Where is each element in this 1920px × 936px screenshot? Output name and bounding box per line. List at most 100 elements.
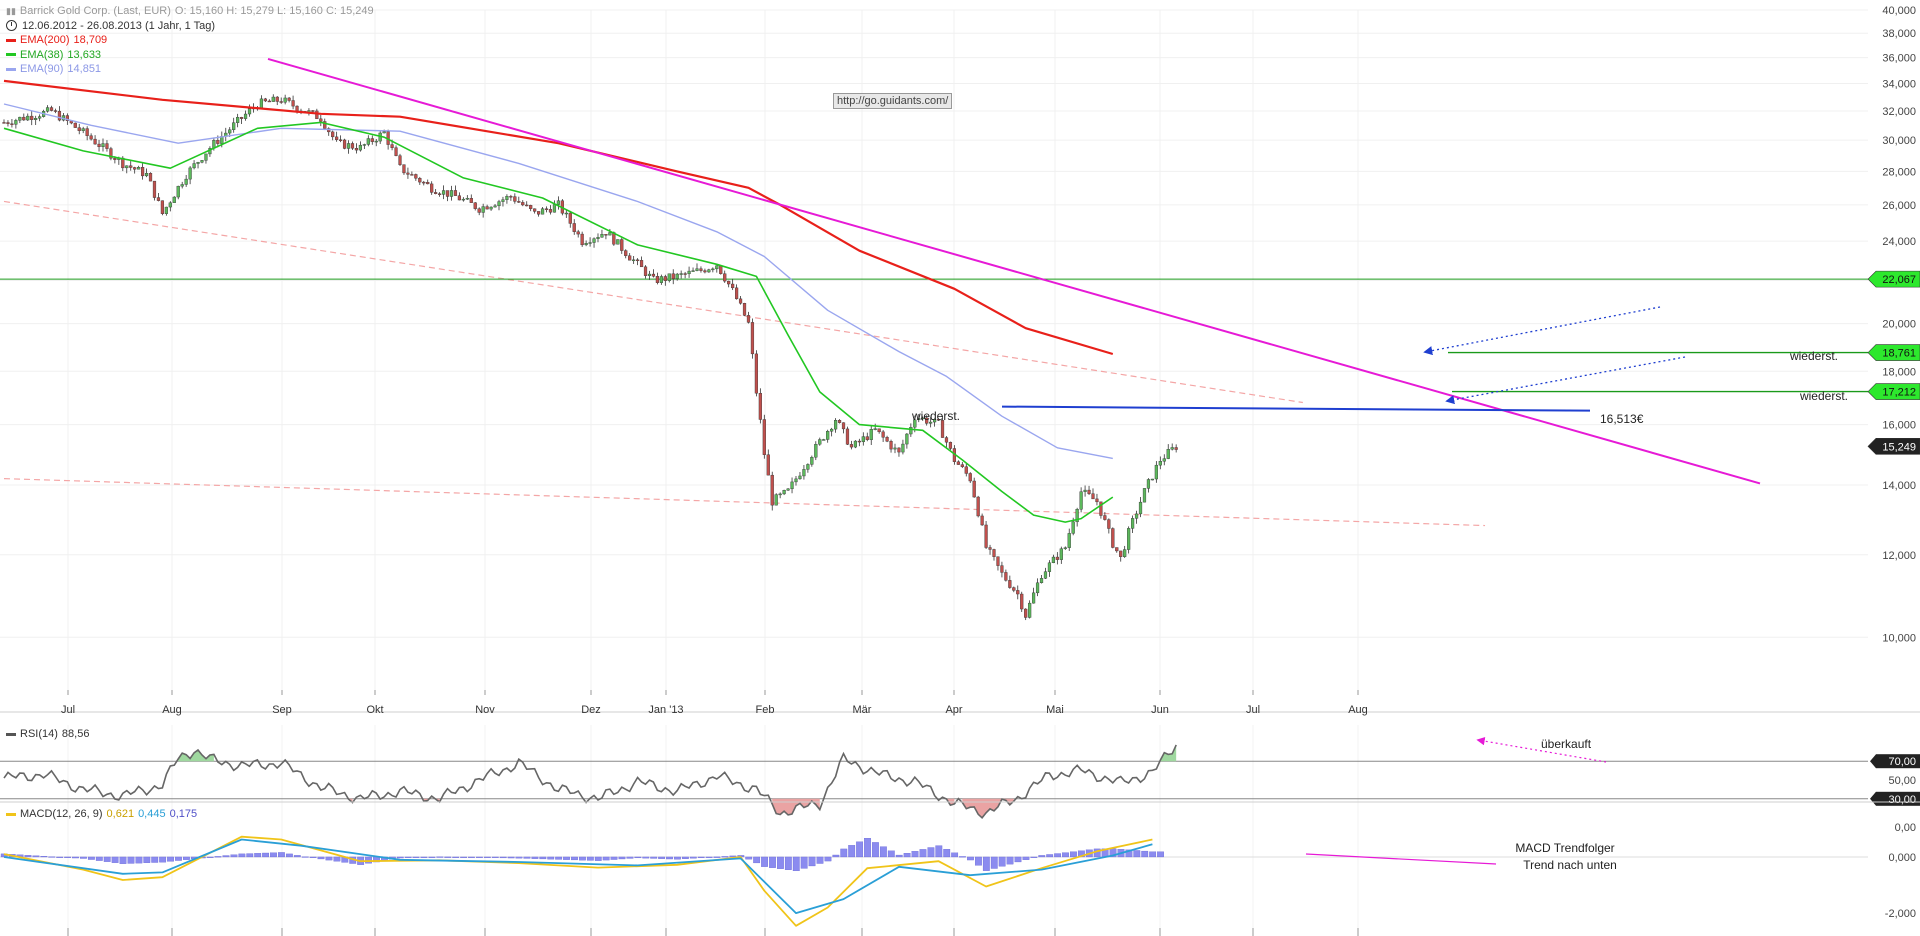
macd-histogram-bar	[468, 856, 475, 858]
macd-histogram-bar	[436, 856, 444, 858]
candle	[984, 524, 988, 548]
candle	[1158, 461, 1162, 466]
macd-histogram-bar	[824, 856, 832, 862]
macd-histogram-bar	[238, 853, 246, 858]
macd-histogram-bar	[721, 856, 729, 858]
rsi-tick-label-0: 70,00	[1888, 756, 1916, 768]
candle	[133, 167, 137, 170]
macd-value-1: 0,621	[106, 808, 135, 820]
candle	[936, 419, 941, 421]
x-tick-label-7: Feb	[756, 704, 775, 716]
candle	[770, 474, 774, 506]
candle	[735, 287, 739, 300]
price-tags: 22,067 18,761 17,212 15,249	[1867, 270, 1920, 455]
macd-label: MACD(12, 26, 9)	[20, 808, 103, 820]
candle	[449, 190, 454, 197]
annotation-resist-value: 16,513€	[1600, 412, 1644, 426]
candle	[1174, 447, 1178, 450]
candle	[564, 212, 568, 215]
x-tick-label-13: Aug	[1348, 704, 1368, 716]
y-tick-label-3: 16,000	[1882, 420, 1916, 432]
tag-22067-bg	[1867, 270, 1920, 288]
candle	[723, 273, 727, 282]
clock-icon	[6, 20, 17, 32]
grid-lines	[0, 9, 1868, 930]
macd-histogram-bar	[689, 856, 697, 859]
candle	[929, 421, 933, 424]
macd-histogram-bar	[769, 856, 776, 868]
macd-histogram-bar	[1141, 850, 1149, 858]
tag-17212-bg	[1867, 383, 1920, 400]
instrument-row: ▮▮ Barrick Gold Corp. (Last, EUR) O: 15,16…	[6, 4, 374, 19]
candle	[616, 239, 620, 245]
rsi-tick-label-2: 30,00	[1888, 794, 1916, 806]
candle	[897, 447, 901, 453]
candle	[552, 204, 557, 213]
candle	[624, 250, 628, 256]
watermark-url[interactable]: http://go.guidants.com/	[833, 93, 953, 109]
candle	[34, 117, 38, 120]
candle	[786, 488, 790, 491]
candle	[695, 268, 699, 271]
macd-swatch	[6, 812, 16, 816]
legend-ema38[interactable]: EMA(38) 13,633	[6, 48, 374, 63]
candle	[461, 198, 465, 201]
macd-histogram-bar	[270, 852, 277, 858]
macd-histogram-bar	[531, 856, 539, 859]
candle	[137, 167, 141, 170]
macd-histogram-bar	[634, 856, 642, 859]
candle	[152, 180, 157, 198]
candle	[168, 202, 172, 208]
rsi-panel: 70,00 50,00 30,00 0,00	[0, 744, 1920, 834]
candle	[1119, 550, 1123, 557]
macd-histogram-bar	[48, 856, 56, 858]
candle	[881, 431, 885, 438]
candle	[243, 113, 248, 119]
candle	[1059, 548, 1063, 560]
macd-histogram-bar	[586, 856, 594, 861]
x-tick-label-12: Jul	[1246, 704, 1260, 716]
candle	[794, 478, 798, 483]
candle	[964, 466, 968, 474]
candle	[802, 469, 806, 477]
macd-histogram-bar	[705, 856, 713, 858]
candle	[144, 172, 149, 177]
legend-ema90[interactable]: EMA(90) 14,851	[6, 62, 374, 77]
candle	[1138, 501, 1143, 515]
candle	[77, 127, 81, 131]
rsi-tag-arrow-2	[1870, 791, 1876, 806]
rsi-swatch	[6, 732, 16, 736]
candle	[738, 298, 743, 304]
candle	[291, 100, 295, 107]
macd-histogram-bar	[499, 856, 507, 859]
trend-lines	[267, 57, 1761, 485]
rsi-tick-label-1: 50,00	[1888, 775, 1916, 787]
candle	[905, 433, 909, 445]
tag-22067: 22,067	[1882, 274, 1916, 286]
macd-histogram-bar	[840, 848, 848, 858]
candle	[10, 123, 14, 125]
macd-histogram-bar	[317, 856, 325, 860]
rsi-label: RSI(14)	[20, 728, 58, 740]
macd-histogram-bar	[990, 856, 998, 869]
candle	[707, 269, 711, 273]
ema-line-0	[3, 79, 1114, 356]
candle	[1031, 592, 1036, 604]
rsi-legend: RSI(14) 88,56	[6, 728, 89, 740]
candle	[608, 232, 612, 236]
candle	[370, 138, 374, 142]
candle	[925, 417, 929, 424]
legend-ema200[interactable]: EMA(200) 18,709	[6, 33, 374, 48]
macd-histogram-bar	[491, 856, 499, 858]
candle	[1115, 547, 1119, 552]
macd-histogram-bar	[1054, 853, 1062, 858]
macd-histogram-bar	[784, 856, 792, 870]
ema90-label: EMA(90)	[20, 63, 64, 75]
macd-histogram-bar	[507, 856, 515, 859]
macd-histogram-bar	[864, 838, 871, 858]
candle	[513, 196, 517, 202]
candle	[1016, 590, 1020, 595]
candle	[521, 202, 525, 206]
macd-histogram-bar	[563, 856, 570, 860]
macd-histogram-bar	[127, 856, 135, 864]
